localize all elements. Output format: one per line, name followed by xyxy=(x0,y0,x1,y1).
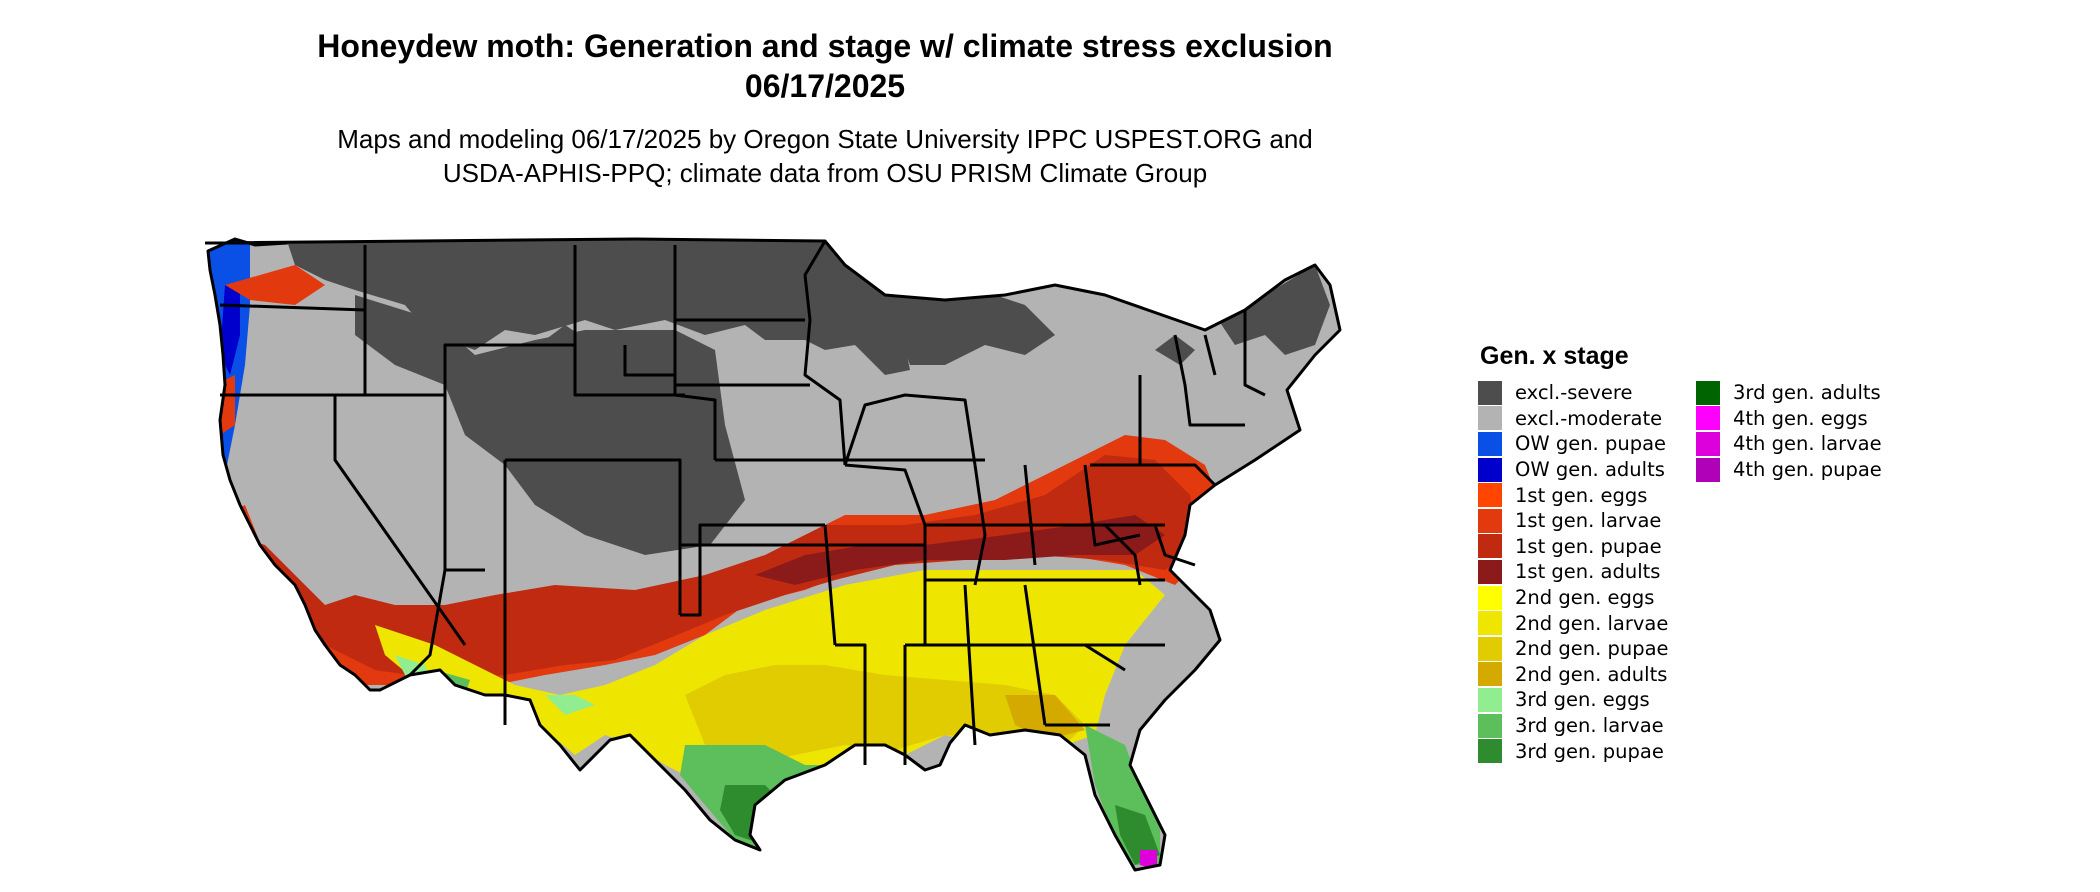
legend-item: 3rd gen. adults xyxy=(1696,380,1882,406)
legend-label: 2nd gen. adults xyxy=(1515,662,1668,686)
legend-label: 3rd gen. adults xyxy=(1733,381,1881,405)
first-gen-adults-zone xyxy=(755,515,1165,585)
legend-label: 4th gen. larvae xyxy=(1733,432,1882,456)
first-gen-pupae-zone xyxy=(235,455,1200,680)
legend-swatch xyxy=(1696,406,1720,431)
legend-item: OW gen. pupae xyxy=(1478,431,1669,457)
map-title: Honeydew moth: Generation and stage w/ c… xyxy=(317,28,1333,64)
legend-label: excl.-moderate xyxy=(1515,406,1663,430)
legend-swatch xyxy=(1696,431,1720,456)
legend-swatch xyxy=(1478,687,1502,712)
map-credit-line-2: USDA-APHIS-PPQ; climate data from OSU PR… xyxy=(442,158,1208,188)
legend-swatch xyxy=(1478,534,1502,559)
legend-swatch xyxy=(1696,457,1720,482)
legend-label: 2nd gen. eggs xyxy=(1515,586,1655,610)
legend-label: 4th gen. pupae xyxy=(1733,458,1882,482)
legend-item: excl.-severe xyxy=(1478,380,1669,406)
legend-label: OW gen. pupae xyxy=(1515,432,1667,456)
legend-item: 1st gen. eggs xyxy=(1478,482,1669,508)
legend-item: 1st gen. larvae xyxy=(1478,508,1669,534)
legend-item: 3rd gen. eggs xyxy=(1478,687,1669,713)
excl-severe-zone-north xyxy=(285,239,910,375)
legend-label: 3rd gen. pupae xyxy=(1515,739,1664,763)
legend-item: 4th gen. eggs xyxy=(1696,406,1882,432)
legend-swatch xyxy=(1478,559,1502,584)
legend-label: 1st gen. pupae xyxy=(1515,534,1662,558)
legend-item: 2nd gen. eggs xyxy=(1478,585,1669,611)
legend-label: 1st gen. adults xyxy=(1515,560,1661,584)
legend-swatch xyxy=(1478,380,1502,405)
legend-column-2: 3rd gen. adults 4th gen. eggs 4th gen. l… xyxy=(1696,380,1882,482)
legend-column-1: excl.-severe excl.-moderate OW gen. pupa… xyxy=(1478,380,1669,764)
legend-swatch xyxy=(1478,739,1502,764)
excl-severe-zone-greatlakes xyxy=(885,285,1055,365)
legend-label: 1st gen. larvae xyxy=(1515,509,1662,533)
state-borders xyxy=(205,237,1342,872)
legend-swatch xyxy=(1478,406,1502,431)
legend-swatch xyxy=(1478,662,1502,687)
legend-item: 2nd gen. pupae xyxy=(1478,636,1669,662)
map-date: 06/17/2025 xyxy=(744,68,906,104)
excl-severe-zone-rockies xyxy=(355,295,745,555)
legend-label: 2nd gen. pupae xyxy=(1515,637,1669,661)
legend-item: 1st gen. pupae xyxy=(1478,534,1669,560)
legend-swatch xyxy=(1478,611,1502,636)
legend-label: 4th gen. eggs xyxy=(1733,406,1868,430)
legend-title: Gen. x stage xyxy=(1480,342,1629,370)
legend-swatch xyxy=(1478,585,1502,610)
legend-item: OW gen. adults xyxy=(1478,457,1669,483)
legend-label: 1st gen. eggs xyxy=(1515,483,1648,507)
legend-item: 4th gen. pupae xyxy=(1696,457,1882,483)
legend-item: 1st gen. adults xyxy=(1478,559,1669,585)
legend-swatch xyxy=(1478,508,1502,533)
legend-item: excl.-moderate xyxy=(1478,406,1669,432)
legend-label: excl.-severe xyxy=(1515,381,1633,405)
legend-label: 2nd gen. larvae xyxy=(1515,611,1669,635)
legend-label: OW gen. adults xyxy=(1515,458,1665,482)
second-gen-pupae-zone xyxy=(685,665,1085,765)
us-phenology-map xyxy=(205,237,1342,872)
legend-swatch xyxy=(1478,483,1502,508)
legend-item: 4th gen. larvae xyxy=(1696,431,1882,457)
legend-swatch xyxy=(1478,457,1502,482)
legend-item: 3rd gen. pupae xyxy=(1478,738,1669,764)
legend-label: 3rd gen. eggs xyxy=(1515,688,1650,712)
legend-swatch xyxy=(1478,636,1502,661)
map-credit-line-1: Maps and modeling 06/17/2025 by Oregon S… xyxy=(337,124,1313,154)
legend-item: 3rd gen. larvae xyxy=(1478,713,1669,739)
legend-item: 2nd gen. larvae xyxy=(1478,610,1669,636)
legend-item: 2nd gen. adults xyxy=(1478,662,1669,688)
legend-swatch xyxy=(1478,713,1502,738)
third-gen-larvae-zone xyxy=(680,745,905,850)
legend-swatch xyxy=(1478,431,1502,456)
legend-swatch xyxy=(1696,380,1720,405)
legend-label: 3rd gen. larvae xyxy=(1515,714,1664,738)
